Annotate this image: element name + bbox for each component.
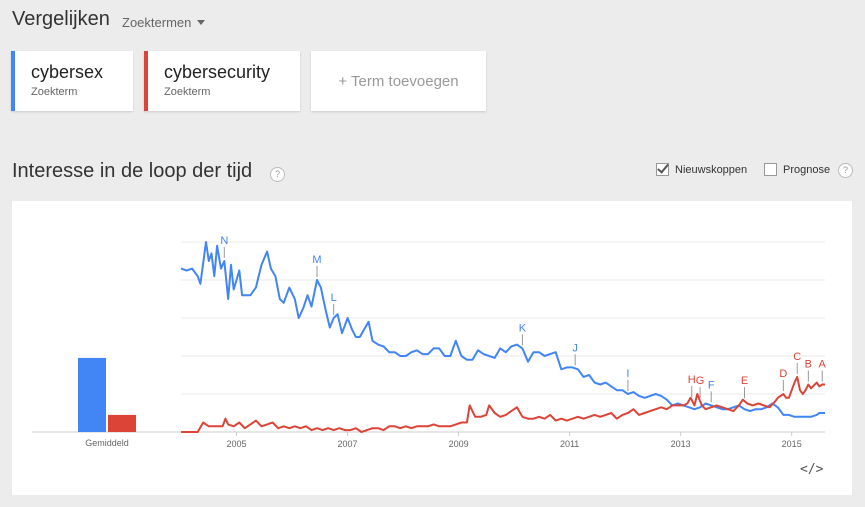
section-title: Interesse in de loop der tijd — [12, 160, 253, 182]
chart-panel — [12, 201, 852, 495]
average-bar-cybersecurity — [108, 414, 136, 432]
prognosis-toggle[interactable]: Prognose — [764, 163, 830, 176]
annotation-label: N — [220, 235, 228, 247]
annotation-label: B — [805, 359, 812, 371]
search-terms-dropdown[interactable]: Zoektermen — [122, 15, 206, 30]
prognosis-checkbox[interactable] — [764, 163, 777, 176]
term-type: Zoekterm — [164, 86, 211, 98]
x-tick-label: 2009 — [449, 439, 469, 449]
x-tick-label: 2007 — [338, 439, 358, 449]
annotation-label: E — [741, 375, 748, 387]
prognosis-help-icon[interactable]: ? — [838, 163, 853, 178]
x-tick-label: 2011 — [560, 439, 579, 449]
average-bar-cybersex — [78, 357, 106, 432]
term-name: cybersex — [31, 62, 104, 82]
annotation-label: F — [708, 379, 715, 391]
series-line-cybersex — [180, 241, 825, 418]
caret-down-icon — [197, 20, 206, 25]
term-name: cybersecurity — [164, 62, 271, 82]
x-tick-label: 2005 — [227, 439, 247, 449]
annotation-label: J — [572, 342, 578, 354]
series-line-cybersecurity — [181, 375, 825, 433]
prognosis-label: Prognose — [783, 163, 831, 176]
annotation-label: M — [312, 254, 321, 266]
annotation-label: C — [793, 351, 801, 363]
term-card-cybersecurity[interactable]: cybersecurity Zoekterm — [144, 51, 300, 111]
annotation-label: G — [696, 375, 705, 387]
term-type: Zoekterm — [31, 86, 78, 98]
page-title: Vergelijken — [12, 8, 110, 30]
bar-category-label: Gemiddeld — [85, 438, 129, 448]
news-label: Nieuwskoppen — [675, 163, 748, 176]
term-card-cybersex[interactable]: cybersex Zoekterm — [11, 51, 133, 111]
help-icon[interactable]: ? — [270, 167, 285, 182]
annotation-label: H — [688, 374, 696, 386]
annotation-label: I — [626, 368, 629, 380]
x-tick-label: 2013 — [671, 439, 691, 449]
annotation-label: L — [331, 292, 337, 304]
annotation-label: A — [819, 359, 827, 371]
add-term-button[interactable]: + Term toevoegen — [311, 51, 486, 111]
search-terms-label: Zoektermen — [122, 15, 192, 30]
annotation-label: K — [519, 322, 527, 334]
news-headlines-toggle[interactable]: Nieuwskoppen — [656, 163, 747, 176]
x-tick-label: 2015 — [782, 439, 802, 449]
annotation-label: D — [779, 368, 787, 380]
embed-code-button[interactable]: </> — [800, 462, 824, 477]
news-checkbox[interactable] — [656, 163, 669, 176]
